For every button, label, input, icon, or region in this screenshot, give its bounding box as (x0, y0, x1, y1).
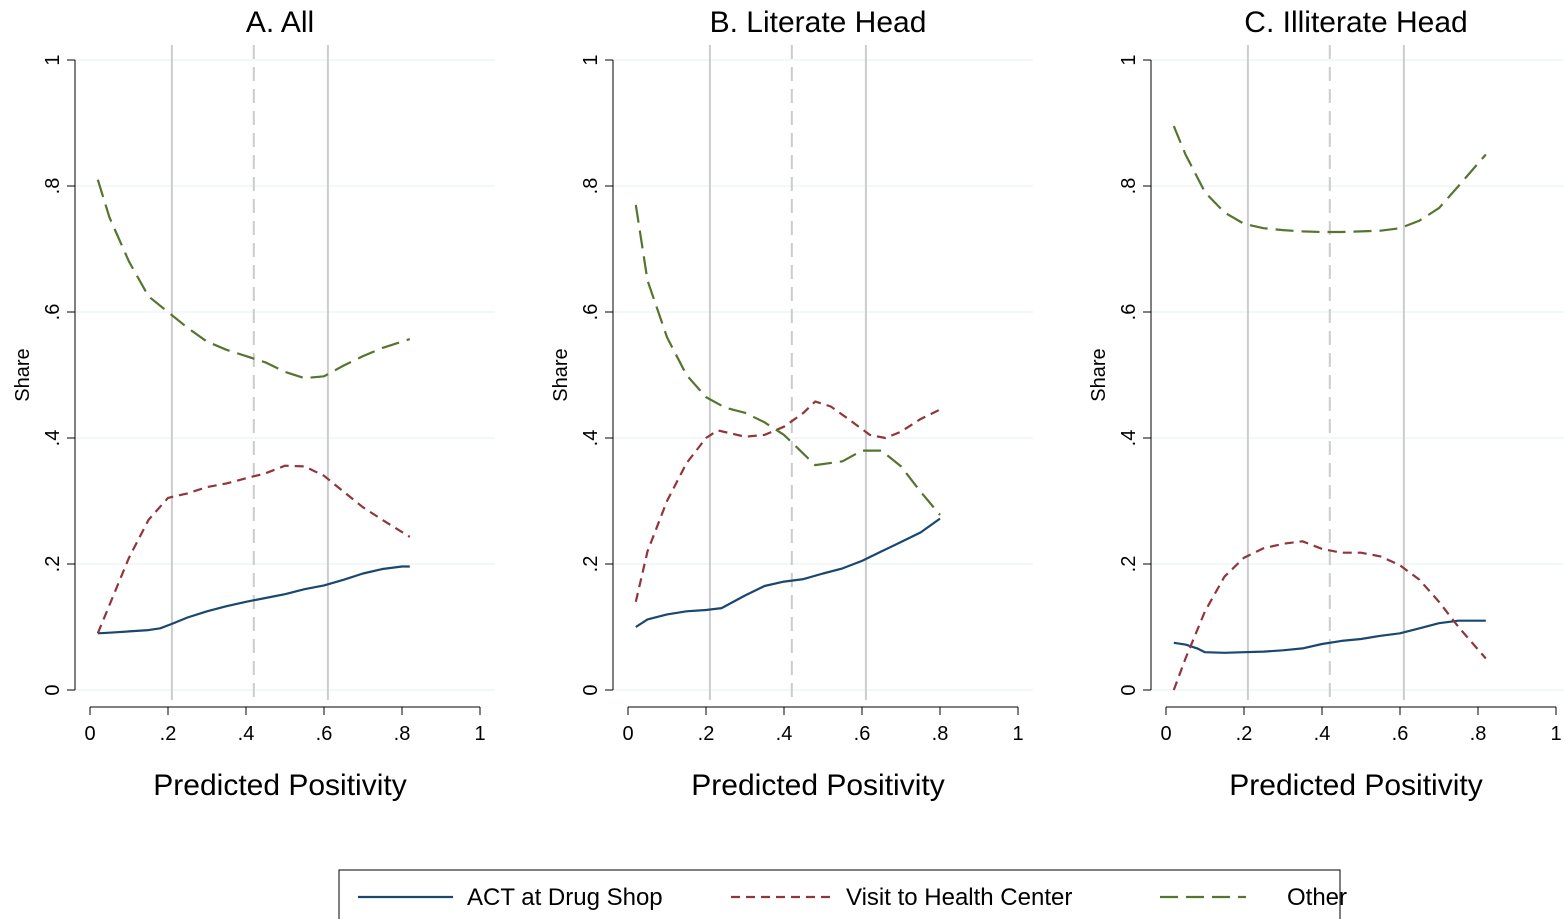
y-tick-label: .8 (42, 178, 64, 195)
x-tick-label: .4 (1314, 723, 1331, 745)
series-line-other (634, 204, 941, 516)
y-tick-label: .6 (580, 304, 602, 321)
legend-label-visit: Visit to Health Center (846, 884, 1072, 911)
y-tick-label: 0 (42, 684, 64, 695)
x-tick-label: 1 (474, 723, 485, 745)
panel-1: 0 .2 .4 .6 .8 1 0 .2 .4 .6 .8 1 A. All Predicted Posi… (12, 6, 495, 802)
x-axis-label: Predicted Positivity (691, 769, 944, 802)
x-tick-label: 0 (84, 723, 95, 745)
y-tick-label: 1 (42, 54, 64, 65)
y-axis-label: Share (1088, 348, 1110, 401)
panels: 0 .2 .4 .6 .8 1 0 .2 .4 .6 .8 1 A. All Predicted Posi… (12, 6, 1564, 802)
y-tick-label: .2 (580, 556, 602, 573)
legend: ACT at Drug Shop Visit to Health Center … (338, 869, 1347, 919)
x-tick-label: .6 (1392, 723, 1409, 745)
legend-label-act: ACT at Drug Shop (467, 884, 663, 911)
series-line-act (1173, 619, 1486, 654)
panel-3: 0 .2 .4 .6 .8 1 0 .2 .4 .6 .8 1 C. Illiterate Head Pr… (1088, 6, 1564, 802)
y-axis-label: Share (12, 348, 34, 401)
x-axis-label: Predicted Positivity (1229, 769, 1482, 802)
x-tick-label: 0 (622, 723, 633, 745)
x-tick-label: .2 (1236, 723, 1253, 745)
x-tick-label: .2 (160, 723, 177, 745)
series-line-other (1172, 125, 1487, 234)
legend-label-other: Other (1287, 884, 1347, 911)
series-line-visit (1172, 540, 1487, 691)
y-tick-label: .6 (1118, 304, 1140, 321)
panel-title: C. Illiterate Head (1244, 6, 1467, 39)
x-tick-label: .4 (238, 723, 255, 745)
x-tick-label: .8 (394, 723, 411, 745)
x-tick-label: .6 (316, 723, 333, 745)
x-tick-label: .6 (854, 723, 871, 745)
x-tick-label: 0 (1160, 723, 1171, 745)
series-line-act (635, 517, 941, 628)
y-tick-label: .2 (42, 556, 64, 573)
legend-box (338, 869, 1341, 919)
panel-title: B. Literate Head (710, 6, 927, 39)
x-tick-label: .8 (1470, 723, 1487, 745)
y-tick-label: .4 (1118, 430, 1140, 447)
y-tick-label: .8 (1118, 178, 1140, 195)
y-tick-label: .2 (1118, 556, 1140, 573)
x-tick-label: .2 (698, 723, 715, 745)
y-axis-label: Share (550, 348, 572, 401)
y-tick-label: 1 (580, 54, 602, 65)
x-tick-label: 1 (1012, 723, 1023, 745)
y-tick-label: 0 (1118, 684, 1140, 695)
panel-title: A. All (246, 6, 314, 39)
series-line-other (96, 179, 411, 380)
x-tick-label: 1 (1550, 723, 1561, 745)
y-tick-label: .4 (42, 430, 64, 447)
series-line-visit (96, 464, 411, 634)
x-tick-label: .8 (932, 723, 949, 745)
panel-2: 0 .2 .4 .6 .8 1 0 .2 .4 .6 .8 1 B. Literate Head Pred… (550, 6, 1033, 802)
y-tick-label: 1 (1118, 54, 1140, 65)
series-line-visit (634, 400, 941, 603)
y-tick-label: .8 (580, 178, 602, 195)
x-tick-label: .4 (776, 723, 793, 745)
y-tick-label: 0 (580, 684, 602, 695)
y-tick-label: .6 (42, 304, 64, 321)
x-axis-label: Predicted Positivity (153, 769, 406, 802)
series-line-act (97, 565, 410, 635)
y-tick-label: .4 (580, 430, 602, 447)
